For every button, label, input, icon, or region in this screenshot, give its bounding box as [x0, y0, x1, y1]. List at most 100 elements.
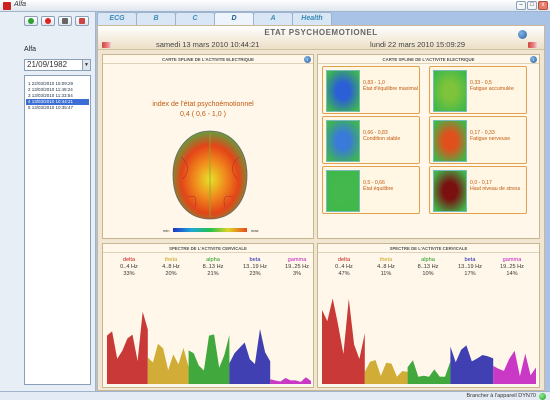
card-text: 0,17 - 0,33 Fatigue nerveuse [470, 130, 526, 142]
band-name: delta [122, 257, 136, 263]
spectrum-area-theta [147, 343, 189, 384]
spectrum-chart-left [107, 311, 311, 384]
card-label: Condition stable [363, 136, 401, 142]
band-pct: 3% [292, 271, 302, 277]
card-range: 0,83 - 1,0 [363, 80, 385, 86]
band-pct: 21% [207, 271, 219, 277]
spectrum-area-alpha [188, 334, 230, 384]
spectrum-area-gamma [493, 350, 536, 384]
delete-icon [45, 18, 51, 24]
session-item[interactable]: 1 22/03/2010 15:09:29 [28, 81, 74, 86]
tab-c[interactable]: C [175, 12, 215, 25]
spline-map-panel-right: CARTE SPLINE DE L'ACTIVITE ELECTRIQUE i … [317, 54, 540, 239]
band-gamma: gamma 19..25 Hz 14% [492, 257, 532, 278]
brain-map [172, 130, 248, 220]
main-panel: ETAT PSYCHOEMOTIONEL samedi 13 mars 2010… [97, 25, 545, 391]
card-text: 0,66 - 0,83 Condition stable [363, 130, 419, 142]
tab-a[interactable]: A [253, 12, 293, 25]
band-beta: beta 13..19 Hz 17% [450, 257, 490, 278]
band-range: 8..13 Hz [202, 264, 224, 270]
band-range: 8..13 Hz [417, 264, 439, 270]
add-icon [28, 18, 34, 24]
band-beta: beta 13..19 Hz 23% [235, 257, 275, 278]
minimize-button[interactable]: – [516, 1, 526, 10]
add-patient-button[interactable] [24, 16, 38, 26]
dob-select[interactable]: 21/09/1982 ▼ [24, 59, 91, 71]
card-range: 0,5 - 0,66 [363, 180, 385, 186]
help-icon[interactable] [518, 30, 527, 39]
band-pct: 14% [506, 271, 518, 277]
session-date-right: lundi 22 mars 2010 15:09:29 [370, 40, 466, 49]
band-pct: 20% [165, 271, 177, 277]
band-pct: 17% [464, 271, 476, 277]
state-card: 0,66 - 0,83 Condition stable [322, 116, 420, 164]
state-card: 0,5 - 0,66 État équilibre [322, 166, 420, 214]
band-pct: 47% [338, 271, 350, 277]
band-theta: theta 4..8 Hz 11% [366, 257, 406, 278]
session-item[interactable]: 3 13/03/2010 11:33:54 [28, 93, 73, 98]
band-range: 19..25 Hz [285, 264, 309, 270]
band-range: 13..19 Hz [243, 264, 267, 270]
print-button[interactable] [58, 16, 72, 26]
panel-title: CARTE SPLINE DE L'ACTIVITE ELECTRIQUE [318, 55, 539, 64]
card-range: 0,0 - 0,17 [470, 180, 492, 186]
session-item-selected[interactable]: 4 13/03/2010 10:44:21 [26, 99, 89, 105]
connection-status-icon [539, 393, 546, 400]
info-icon[interactable]: i [530, 56, 537, 63]
band-name: theta [379, 257, 393, 263]
spectrum-area-delta [322, 298, 365, 384]
spectrum-chart-right [322, 298, 536, 384]
band-pct: 11% [380, 271, 392, 277]
band-pct: 10% [422, 271, 434, 277]
pen-icon[interactable] [102, 42, 112, 48]
tab-b[interactable]: B [136, 12, 176, 25]
tab-health[interactable]: Health [292, 12, 332, 25]
spectrum-area-theta [364, 360, 408, 384]
band-range: 0..4 Hz [335, 264, 353, 270]
band-name: beta [464, 257, 476, 263]
edit-button[interactable] [75, 16, 89, 26]
window-title: Alfa [14, 1, 27, 8]
pen-icon[interactable] [528, 42, 538, 48]
session-item[interactable]: 5 13/03/2010 10:35:47 [28, 105, 74, 110]
maximize-button[interactable]: □ [527, 1, 537, 10]
info-icon[interactable]: i [304, 56, 311, 63]
band-name: gamma [502, 257, 522, 263]
scale-min-label: min [163, 228, 170, 233]
band-range: 4..8 Hz [377, 264, 395, 270]
band-range: 4..8 Hz [162, 264, 180, 270]
mini-brain-map [326, 170, 360, 212]
panel-title: CARTE SPLINE DE L'ACTIVITE ELECTRIQUE [103, 55, 313, 64]
mini-brain-map [433, 120, 467, 162]
page-title: ETAT PSYCHOEMOTIONEL [264, 28, 378, 37]
status-bar: Brancher à l'appareil DYN70 [0, 391, 550, 400]
delete-patient-button[interactable] [41, 16, 55, 26]
spectrum-area-gamma [270, 377, 311, 384]
patient-sidebar: Alfa 21/09/1982 ▼ 1 22/03/2010 15:09:29 … [0, 12, 96, 391]
spectrum-area-beta [229, 329, 271, 384]
tab-d[interactable]: D [214, 12, 254, 25]
band-name: delta [337, 257, 351, 263]
mini-brain-map [326, 120, 360, 162]
spline-map-panel-left: CARTE SPLINE DE L'ACTIVITE ELECTRIQUE i … [102, 54, 314, 239]
card-text: 0,33 - 0,5 Fatigue accumulée [470, 80, 526, 92]
card-text: 0,5 - 0,66 État équilibre [363, 180, 419, 192]
band-name: beta [249, 257, 261, 263]
card-label: Fatigue nerveuse [470, 136, 511, 142]
band-alpha: alpha 8..13 Hz 10% [408, 257, 448, 278]
chevron-down-icon[interactable]: ▼ [82, 60, 90, 70]
close-button[interactable]: x [538, 1, 548, 10]
session-item[interactable]: 2 13/03/2010 11:49:24 [28, 87, 73, 92]
state-card: 0,0 - 0,17 Haut niveau de stress [429, 166, 527, 214]
scale-max-label: max [251, 228, 259, 233]
mini-brain-map [433, 70, 467, 112]
band-gamma: gamma 19..25 Hz 3% [277, 257, 317, 278]
band-delta: delta 0..4 Hz 33% [109, 257, 149, 278]
band-name: alpha [206, 257, 220, 263]
band-name: theta [164, 257, 178, 263]
band-pct: 33% [123, 271, 135, 277]
session-list[interactable]: 1 22/03/2010 15:09:29 2 13/03/2010 11:49… [24, 75, 91, 385]
tab-ecg[interactable]: ECG [97, 12, 137, 25]
card-label: État équilibre [363, 186, 394, 192]
band-name: alpha [421, 257, 435, 263]
